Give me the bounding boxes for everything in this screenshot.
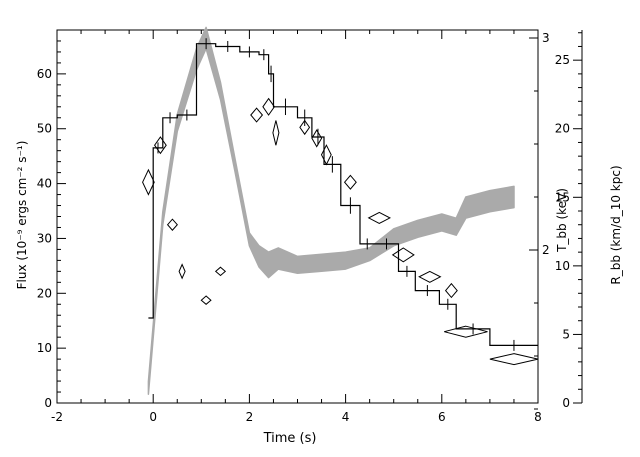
- y-tick-label-left: 40: [37, 177, 52, 191]
- flux-step-line: [148, 43, 538, 346]
- radius-diamond: [367, 211, 391, 224]
- x-tick-label: 2: [246, 410, 254, 424]
- x-tick-label: -2: [51, 410, 63, 424]
- radius-diamond: [444, 282, 458, 299]
- radius-diamond: [444, 325, 488, 338]
- radius-diamond: [272, 120, 280, 146]
- x-tick-label: 6: [438, 410, 446, 424]
- y-tick-label-radius: 0: [562, 396, 570, 410]
- y-tick-label-left: 30: [37, 231, 52, 245]
- radius-diamond: [489, 353, 539, 366]
- y-axis-label-radius: R_bb (km/d_10 kpc): [609, 165, 623, 284]
- radius-diamond: [153, 136, 167, 155]
- radius-diamond: [250, 107, 264, 123]
- radius-diamond: [320, 144, 332, 166]
- y-tick-label-left: 20: [37, 286, 52, 300]
- radius-diamond: [200, 295, 212, 305]
- radius-diamond: [391, 247, 415, 263]
- temperature-band-layer: [147, 26, 515, 395]
- radius-diamond: [166, 218, 178, 231]
- y-tick-label-left: 0: [44, 396, 52, 410]
- radius-diamond: [178, 263, 186, 280]
- y-tick-label-radius: 15: [555, 190, 570, 204]
- x-tick-label: 8: [534, 410, 542, 424]
- y-tick-label-temperature: 3: [542, 31, 550, 45]
- radius-diamond: [214, 266, 227, 277]
- y-tick-label-temperature: 2: [542, 243, 550, 257]
- y-axis-label-left: Flux (10⁻⁹ ergs cm⁻² s⁻¹): [15, 141, 29, 290]
- radius-diamond: [299, 119, 311, 136]
- y-tick-label-radius: 10: [555, 259, 570, 273]
- x-tick-label: 0: [149, 410, 157, 424]
- y-tick-label-left: 50: [37, 122, 52, 136]
- y-tick-label-left: 60: [37, 67, 52, 81]
- y-tick-label-radius: 5: [562, 327, 570, 341]
- plot-frame: [56, 29, 583, 404]
- y-tick-label-left: 10: [37, 341, 52, 355]
- x-axis-label: Time (s): [263, 431, 317, 446]
- x-tick-label: 4: [342, 410, 350, 424]
- radius-diamond-layer: [142, 97, 539, 366]
- temperature-band: [147, 26, 515, 395]
- radius-diamond: [311, 129, 323, 148]
- y-tick-label-radius: 25: [555, 53, 570, 67]
- y-tick-label-radius: 20: [555, 122, 570, 136]
- y-axis-label-temperature: T_bb (keV): [555, 188, 569, 253]
- radius-diamond: [262, 97, 276, 116]
- radius-diamond: [142, 168, 155, 196]
- radius-diamond: [343, 174, 357, 190]
- radius-diamond: [418, 270, 442, 283]
